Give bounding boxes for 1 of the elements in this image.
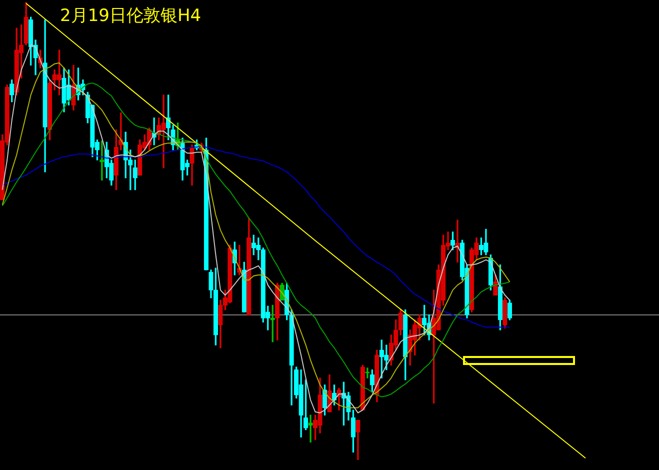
chart-title: 2月19日伦敦银H4 [60,5,202,27]
